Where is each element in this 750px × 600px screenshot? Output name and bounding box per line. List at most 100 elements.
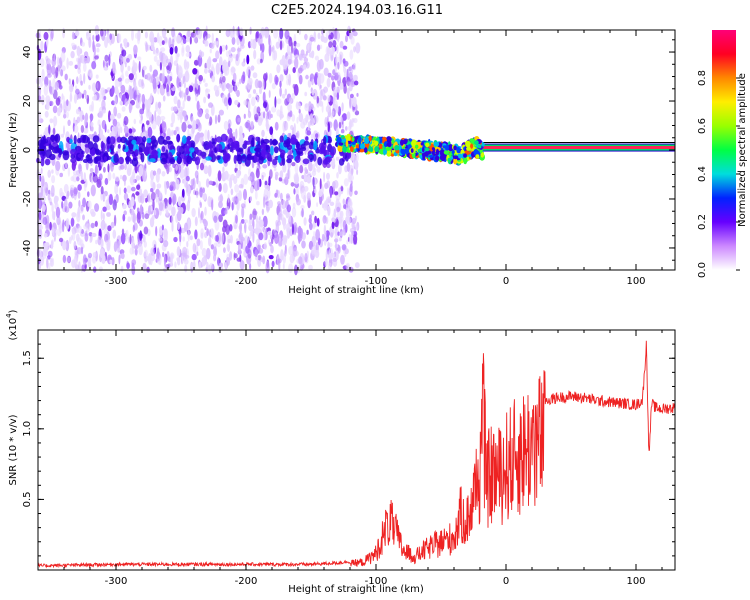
noise-blob [323,171,326,183]
noise-blob [336,92,340,100]
noise-blob [204,129,208,141]
noise-band-blob [82,159,89,163]
noise-blob [121,49,127,57]
noise-blob [41,175,45,187]
noise-blob [343,84,347,94]
noise-blob [174,45,178,54]
noise-blob [83,89,87,96]
noise-blob [170,214,174,226]
noise-band-blob [272,158,278,166]
noise-blob [262,164,268,169]
noise-band-blob [279,135,284,143]
noise-band-blob [235,154,243,162]
noise-blob [312,221,316,230]
noise-blob [339,219,343,229]
noise-blob [244,219,249,224]
noise-blob [102,206,107,212]
noise-blob [161,72,165,84]
noise-blob [281,111,284,119]
noise-blob [43,31,49,41]
noise-blob [76,211,81,223]
noise-blob [69,92,73,103]
noise-blob [142,102,145,111]
noise-blob [314,249,320,259]
noise-blob [203,220,208,227]
noise-blob [74,30,80,37]
noise-blob [327,262,332,271]
noise-blob [325,249,328,261]
noise-blob [292,67,296,74]
noise-blob [307,79,312,88]
noise-blob [266,206,270,211]
noise-blob [351,230,354,236]
noise-blob [124,78,130,84]
noise-band-blob [70,158,77,163]
noise-blob [87,202,90,207]
noise-blob [234,184,240,193]
noise-blob [165,58,171,64]
noise-blob [94,55,99,60]
signal-blob [385,147,391,151]
noise-blob [209,262,214,271]
noise-blob [298,53,303,61]
noise-blob [218,109,224,116]
noise-blob [215,62,220,75]
noise-blob [336,45,339,54]
noise-blob [331,110,335,116]
noise-band-blob [302,158,310,165]
noise-blob [250,186,254,194]
noise-blob [142,65,147,71]
noise-blob [60,133,65,138]
noise-blob [171,27,176,38]
noise-blob [116,241,121,253]
noise-blob [180,80,183,87]
noise-blob [250,38,254,49]
noise-band-blob [246,154,253,161]
noise-blob [215,50,220,60]
noise-blob [102,212,105,221]
noise-blob [66,256,71,263]
noise-blob [301,175,305,179]
noise-blob [317,32,321,40]
noise-blob [341,244,347,251]
signal-blob [432,147,435,151]
noise-blob [231,36,236,46]
noise-blob [319,178,322,190]
noise-blob [214,114,218,125]
noise-blob [271,82,276,90]
noise-blob [344,248,349,255]
noise-blob [349,93,354,99]
noise-blob [124,62,127,68]
noise-band-blob [296,147,303,155]
noise-blob [132,169,136,178]
noise-blob [94,164,98,177]
noise-blob [196,100,200,112]
signal-blob [400,139,404,146]
noise-band-blob [211,137,215,145]
noise-blob [307,121,311,128]
noise-blob [349,96,352,109]
noise-blob [237,81,240,87]
noise-blob [85,223,91,232]
noise-blob [162,251,165,258]
noise-blob [295,42,301,48]
noise-blob [338,187,342,198]
noise-blob [332,40,337,48]
noise-blob [123,42,127,47]
noise-blob [76,116,81,124]
noise-blob [311,90,315,96]
noise-blob [285,121,289,131]
noise-blob [341,102,344,112]
noise-blob [77,225,82,234]
noise-blob [137,90,140,95]
noise-blob [45,101,50,111]
noise-blob [89,104,93,112]
noise-blob [196,251,199,256]
noise-blob [333,86,339,91]
noise-blob [279,59,284,66]
noise-blob [310,133,314,140]
noise-blob [218,182,222,192]
noise-blob [248,168,251,177]
noise-blob [259,227,265,232]
y-tick-label: 0 [22,147,33,153]
